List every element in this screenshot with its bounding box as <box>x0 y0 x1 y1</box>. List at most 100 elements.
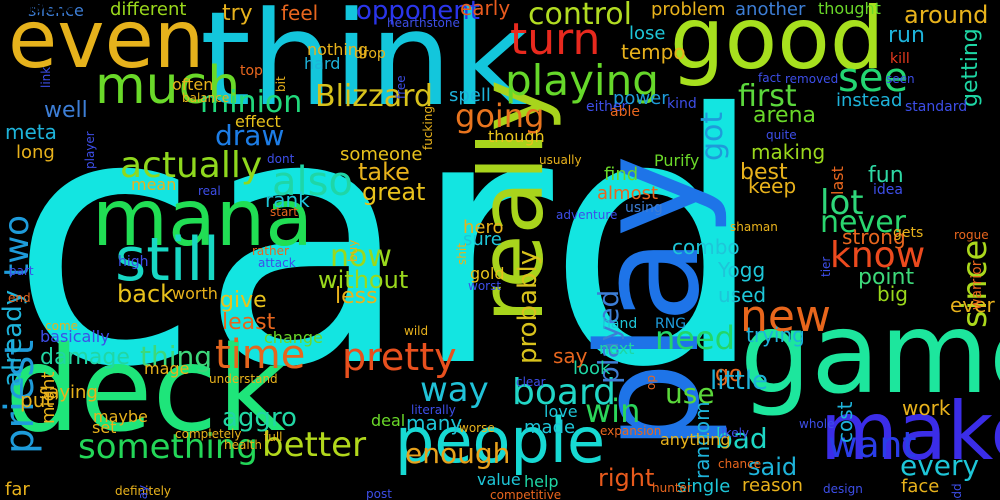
word-purify: Purify <box>654 151 700 170</box>
word-turn: turn <box>510 14 601 65</box>
word-worse: worse <box>459 421 495 435</box>
word-first: first <box>738 79 797 114</box>
word-cost: cost <box>833 401 857 444</box>
word-give: give <box>220 288 267 313</box>
word-come: come <box>45 319 79 333</box>
word-rogue: rogue <box>954 228 989 242</box>
word-probably: probably <box>513 249 543 364</box>
word-rather: rather <box>252 244 289 258</box>
word-getting: getting <box>958 28 983 107</box>
word-next: next <box>599 339 635 358</box>
word-change: change <box>264 328 323 347</box>
word-idea: idea <box>873 182 903 198</box>
word-worst: worst <box>468 279 502 293</box>
word-trying: trying <box>746 323 805 347</box>
word-everyone: everyone <box>0 0 75 17</box>
word-draw: draw <box>215 119 285 152</box>
word-top: top <box>240 63 263 79</box>
word-anything: anything <box>660 430 731 449</box>
word-rng: RNG <box>655 316 687 332</box>
word-nothing: nothing <box>307 40 369 59</box>
word-single: single <box>677 476 731 497</box>
word-shaman: shaman <box>730 220 778 234</box>
word-maybe: maybe <box>93 407 148 426</box>
word-fun: fun <box>868 163 904 188</box>
word-effect: effect <box>235 112 281 131</box>
word-point: point <box>858 265 915 290</box>
word-think: think <box>200 0 528 135</box>
word-work: work <box>902 396 951 420</box>
word-saying: saying <box>39 382 98 403</box>
word-fucking: fucking <box>421 106 435 150</box>
word-big: big <box>877 282 908 306</box>
word-health: health <box>224 438 262 452</box>
word-standard: standard <box>905 99 968 115</box>
word-worth: worth <box>172 284 218 303</box>
word-bad: bad <box>715 422 768 455</box>
word-control: control <box>528 0 632 32</box>
word-drop: drop <box>354 46 386 62</box>
word-without: without <box>318 266 409 294</box>
word-least: least <box>222 310 276 335</box>
word-try: try <box>222 1 253 26</box>
word-every: every <box>900 449 980 482</box>
word-many: many <box>406 411 463 435</box>
word-made: made <box>524 417 576 438</box>
word-adventure: adventure <box>556 208 618 222</box>
word-last: last <box>828 166 847 195</box>
word-thought: thought <box>818 0 881 18</box>
word-new: new <box>740 291 831 342</box>
word-competitive: competitive <box>490 488 562 500</box>
word-different: different <box>110 0 187 20</box>
word-damage: damage <box>40 345 130 370</box>
word-shit: shit <box>455 243 469 265</box>
word-making: making <box>751 140 826 164</box>
word-opponent: opponent <box>356 0 480 26</box>
word-buy: buy <box>346 239 360 262</box>
word-time: time <box>215 332 306 378</box>
word-end: end <box>8 291 31 305</box>
word-free: free <box>394 75 408 99</box>
word-still: still <box>115 225 220 295</box>
word-though: though <box>488 127 545 146</box>
word-may: may <box>136 484 150 500</box>
word-ever: ever <box>950 293 995 317</box>
word-meta: meta <box>5 120 57 144</box>
word-never: never <box>820 205 907 240</box>
word-balance: balance <box>182 91 230 105</box>
word-instead: instead <box>836 90 903 111</box>
word-player: player <box>83 131 97 169</box>
word-problem: problem <box>651 0 726 20</box>
word-arena: arena <box>753 103 817 128</box>
word-find: find <box>604 164 639 185</box>
word-seen: seen <box>886 72 915 86</box>
word-combo: combo <box>672 235 740 259</box>
word-want: want <box>828 425 917 466</box>
word-silence: silence <box>28 1 84 20</box>
word-start: start <box>270 205 298 219</box>
word-people: people <box>395 404 606 477</box>
word-definitely: definitely <box>115 484 172 498</box>
word-real: real <box>198 184 221 198</box>
word-sure: sure <box>463 229 502 250</box>
word-back: back <box>117 280 175 308</box>
word-hearthstone: hearthstone <box>387 16 460 30</box>
word-wild: wild <box>404 324 429 338</box>
word-well: well <box>44 98 88 123</box>
word-basically: basically <box>40 327 110 346</box>
word-even: even <box>8 0 205 86</box>
word-value: value <box>477 470 521 489</box>
word-op: op <box>644 375 658 390</box>
word-kind: kind <box>667 96 697 112</box>
word-set: set <box>92 418 117 437</box>
word-rank: rank <box>265 188 310 212</box>
word-great: great <box>362 178 426 206</box>
word-full: full <box>264 430 283 444</box>
word-around: around <box>904 1 989 29</box>
word-mana: mana <box>92 174 314 264</box>
word-dont: dont <box>267 152 295 166</box>
word-someone: someone <box>340 144 423 165</box>
word-lose: lose <box>629 23 666 44</box>
word-mage: mage <box>144 359 190 378</box>
